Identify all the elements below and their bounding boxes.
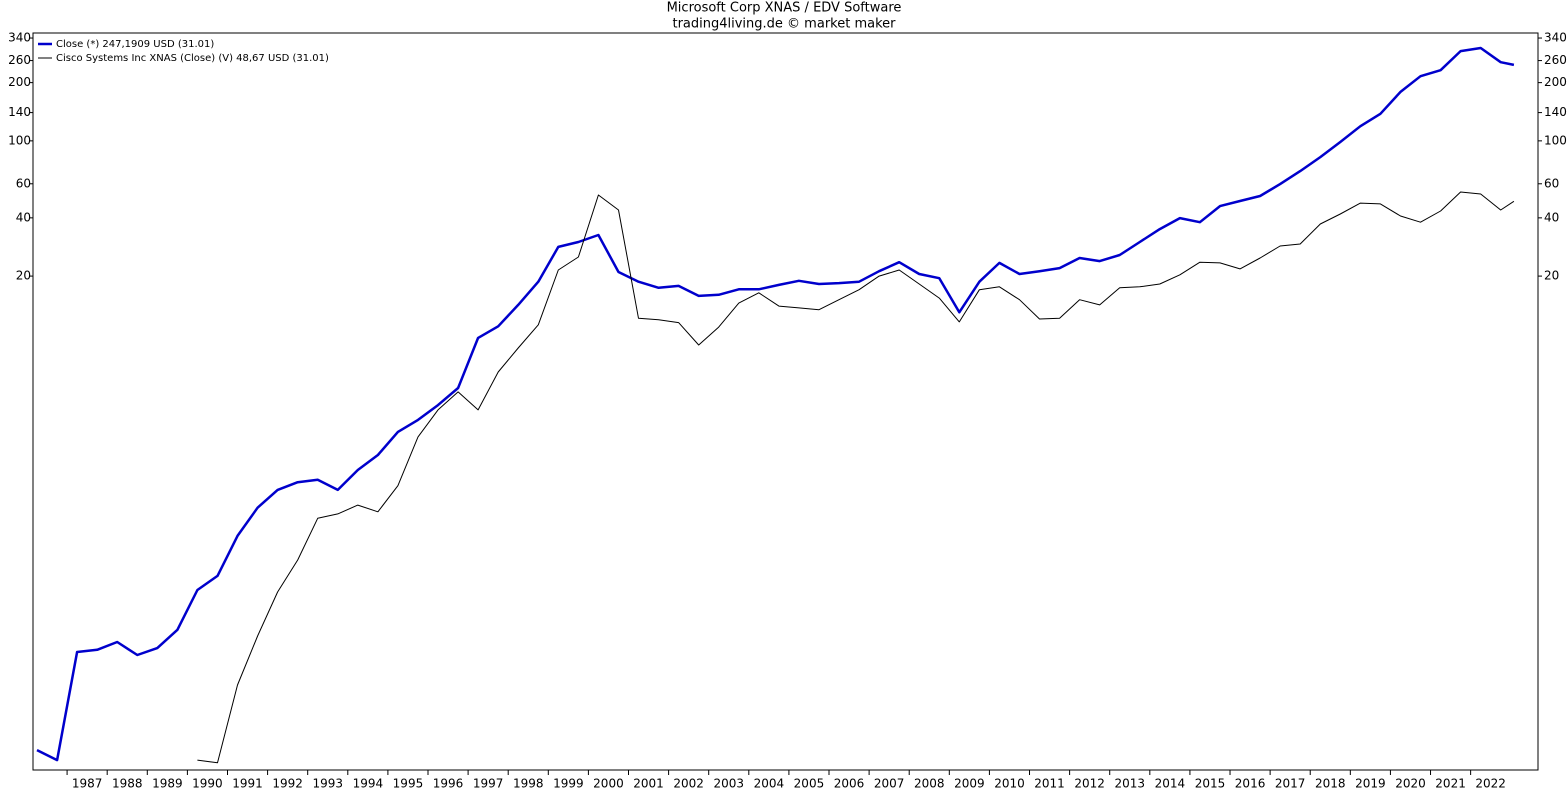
y2-tick-label: 340	[1544, 31, 1567, 45]
y2-tick-label: 200	[1544, 75, 1567, 89]
y-tick-label: 340	[8, 31, 31, 45]
x-tick-label: 2022	[1475, 777, 1506, 791]
x-tick-label: 2005	[794, 777, 825, 791]
x-tick-label: 1998	[513, 777, 544, 791]
y2-tick-label: 260	[1544, 53, 1567, 67]
series-line	[36, 46, 1515, 762]
x-tick-label: 2021	[1435, 777, 1466, 791]
x-tick-label: 1997	[473, 777, 504, 791]
x-tick-label: 2010	[994, 777, 1025, 791]
x-tick-label: 2017	[1275, 777, 1306, 791]
x-tick-label: 1990	[192, 777, 223, 791]
x-tick-label: 1996	[433, 777, 464, 791]
x-tick-label: 1995	[393, 777, 424, 791]
y-tick-label: 60	[16, 176, 31, 190]
x-tick-label: 2013	[1114, 777, 1145, 791]
legend-text: Cisco Systems Inc XNAS (Close) (V) 48,67…	[56, 53, 329, 64]
y2-tick-label: 140	[1544, 105, 1567, 119]
y2-tick-label: 100	[1544, 133, 1567, 147]
x-tick-label: 2012	[1074, 777, 1105, 791]
x-tick-label: 2007	[874, 777, 905, 791]
y-tick-label: 40	[16, 210, 31, 224]
x-tick-label: 2009	[954, 777, 985, 791]
y2-tick-label: 60	[1544, 176, 1559, 190]
x-tick-label: 2015	[1195, 777, 1226, 791]
x-tick-label: 2014	[1155, 777, 1186, 791]
y-tick-label: 200	[8, 75, 31, 89]
x-tick-label: 2006	[834, 777, 865, 791]
x-tick-label: 2018	[1315, 777, 1346, 791]
y-tick-label: 140	[8, 105, 31, 119]
x-tick-label: 1991	[232, 777, 263, 791]
y-tick-label: 260	[8, 53, 31, 67]
y-tick-label: 20	[16, 269, 31, 283]
legend-text: Close (*) 247,1909 USD (31.01)	[56, 39, 214, 50]
x-tick-label: 1999	[553, 777, 584, 791]
y2-tick-label: 40	[1544, 210, 1559, 224]
x-tick-label: 1988	[112, 777, 143, 791]
x-tick-label: 2004	[754, 777, 785, 791]
chart-title: Microsoft Corp XNAS / EDV Software	[667, 1, 902, 16]
x-tick-label: 2001	[633, 777, 664, 791]
x-tick-label: 2008	[914, 777, 945, 791]
x-tick-label: 2019	[1355, 777, 1386, 791]
x-tick-label: 1992	[272, 777, 303, 791]
chart-subtitle: trading4living.de © market maker	[672, 17, 896, 32]
x-tick-label: 1987	[72, 777, 103, 791]
x-tick-label: 1994	[353, 777, 384, 791]
x-tick-label: 2020	[1395, 777, 1426, 791]
y2-tick-label: 20	[1544, 269, 1559, 283]
series-line	[197, 191, 1515, 764]
y-tick-label: 100	[8, 133, 31, 147]
x-tick-label: 2011	[1034, 777, 1065, 791]
x-tick-label: 2002	[673, 777, 704, 791]
x-tick-label: 2003	[713, 777, 744, 791]
x-tick-label: 2000	[593, 777, 624, 791]
plot-frame	[32, 32, 1539, 771]
x-tick-label: 2016	[1235, 777, 1266, 791]
x-tick-label: 1989	[152, 777, 183, 791]
x-tick-label: 1993	[312, 777, 343, 791]
